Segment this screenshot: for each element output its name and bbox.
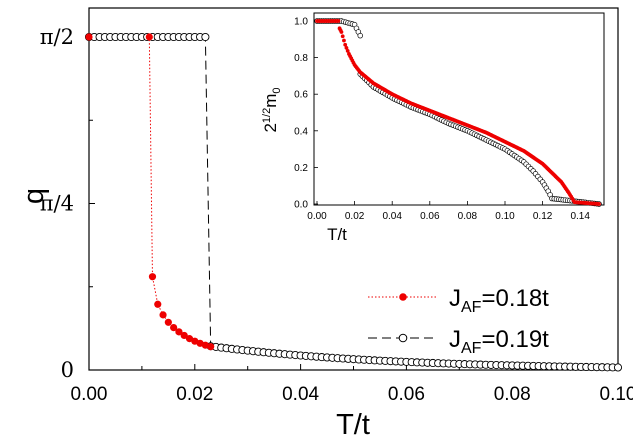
inset-y-tick-label: 0.6 — [294, 90, 308, 101]
inset-y-axis-label: 21/2m0 — [261, 87, 283, 132]
inset-series-018-point — [336, 19, 341, 23]
main-x-tick-label: 0.04 — [282, 384, 319, 405]
main-y-tick-label: 0 — [61, 358, 74, 382]
series-018-point — [159, 311, 167, 319]
inset-x-axis-label: T/t — [327, 225, 347, 244]
legend-label-019: JAF=0.19t — [449, 326, 549, 357]
main-x-tick-label: 0.10 — [600, 384, 633, 405]
inset-y-tick-label: 0.8 — [294, 53, 308, 64]
inset-x-tick-label: 0.12 — [533, 211, 553, 222]
inset-y-tick-label: 1.0 — [294, 17, 308, 28]
series-018-point — [170, 324, 178, 332]
main-x-axis-label: T/t — [336, 409, 370, 441]
series-018-point — [145, 33, 153, 41]
inset-plot-frame — [313, 12, 605, 206]
main-series-group — [84, 32, 623, 372]
inset-x-tick-label: 0.08 — [458, 211, 478, 222]
inset-series-018-point — [343, 42, 348, 47]
inset-ticks: 0.00 0.02 0.04 0.06 0.08 0.10 0.12 0.14 0.0 0.2 0.… — [294, 17, 590, 223]
series-018-point — [164, 318, 172, 326]
inset-series-018-point — [342, 38, 346, 43]
main-x-tick-label: 0.00 — [71, 384, 108, 405]
main-ticks: 0.00 0.02 0.04 0.06 0.08 0.10 0 π/4 π/2 — [40, 25, 633, 405]
series-019-point — [201, 32, 210, 42]
inset-x-tick-label: 0.00 — [307, 211, 327, 222]
series-018-line — [89, 36, 211, 348]
inset-x-tick-label: 0.10 — [495, 211, 515, 222]
legend-marker-019 — [398, 333, 408, 343]
main-y-axis-label: q — [18, 188, 50, 204]
inset-x-tick-label: 0.04 — [382, 211, 402, 222]
inset-series-018-point — [597, 202, 601, 206]
inset-series-019-point — [357, 32, 363, 39]
series-018-point — [175, 328, 183, 336]
inset-series-group — [314, 18, 602, 207]
inset-series-018-point — [339, 30, 344, 34]
inset-series-018-point — [340, 34, 345, 39]
series-018-point — [85, 33, 93, 41]
series-018-point — [148, 273, 157, 281]
main-x-tick-label: 0.06 — [388, 384, 425, 405]
legend: JAF=0.18t JAF=0.19t — [368, 285, 549, 357]
legend-marker-018 — [399, 293, 407, 301]
series-019-point — [613, 363, 623, 372]
series-018-point — [154, 300, 162, 308]
inset-y-tick-label: 0.4 — [294, 126, 308, 137]
main-x-tick-label: 0.08 — [494, 384, 531, 405]
inset-x-tick-label: 0.14 — [570, 211, 590, 222]
inset-y-tick-label: 0.0 — [294, 200, 308, 211]
inset-series-018-point — [345, 48, 350, 53]
inset-series-018-point — [344, 45, 349, 50]
inset-y-tick-label: 0.2 — [294, 163, 308, 174]
inset-x-tick-label: 0.02 — [345, 211, 365, 222]
main-x-tick-label: 0.02 — [176, 384, 213, 405]
series-018-point — [207, 343, 215, 351]
main-y-tick-label: π/4 — [40, 192, 74, 216]
main-y-tick-label: π/2 — [40, 25, 74, 49]
inset-x-tick-label: 0.06 — [420, 211, 440, 222]
legend-label-018: JAF=0.18t — [449, 285, 549, 316]
series-018-point — [180, 331, 188, 340]
